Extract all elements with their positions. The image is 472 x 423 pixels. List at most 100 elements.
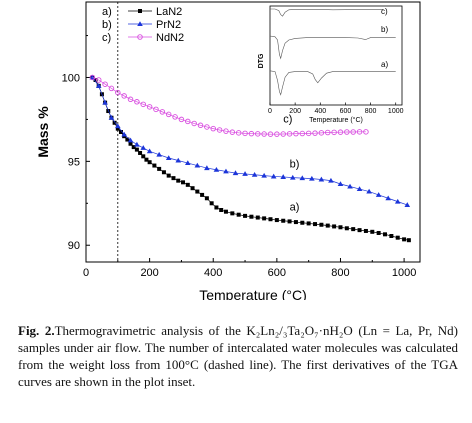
data-point-PrN2: [232, 170, 239, 176]
inset-curve-label: b): [381, 25, 388, 34]
data-point-LaN2: [357, 228, 362, 233]
data-point-LaN2: [249, 214, 254, 219]
data-point-LaN2: [161, 170, 166, 175]
inset-y-label: DTG: [258, 53, 265, 68]
data-point-LaN2: [300, 220, 305, 225]
data-point-LaN2: [138, 150, 143, 155]
data-point-LaN2: [287, 219, 292, 224]
data-point-LaN2: [319, 222, 324, 227]
data-point-PrN2: [108, 114, 115, 120]
series-layer: [89, 74, 411, 243]
inset-x-label: Temperature (°C): [309, 116, 363, 124]
data-point-NdN2: [197, 122, 204, 129]
data-point-LaN2: [236, 212, 241, 217]
data-point-LaN2: [144, 157, 149, 162]
data-point-PrN2: [251, 171, 258, 177]
data-point-LaN2: [171, 176, 176, 181]
data-point-NdN2: [115, 89, 121, 96]
data-point-NdN2: [153, 106, 159, 113]
data-point-PrN2: [270, 173, 277, 179]
data-point-PrN2: [102, 99, 108, 105]
data-point-NdN2: [121, 93, 127, 99]
data-point-PrN2: [165, 155, 172, 160]
data-point-PrN2: [140, 145, 147, 150]
data-point-LaN2: [370, 229, 375, 234]
data-point-LaN2: [190, 186, 195, 191]
data-point-LaN2: [376, 230, 381, 235]
data-point-NdN2: [337, 129, 344, 135]
data-point-LaN2: [147, 160, 152, 165]
x-tick-label: 600: [268, 267, 286, 279]
data-point-NdN2: [191, 120, 197, 127]
inset-x-ticks: 0 200 400 600 800 1000: [268, 102, 404, 115]
data-point-PrN2: [328, 177, 334, 183]
data-point-LaN2: [332, 224, 337, 229]
legend-marker: [138, 9, 142, 13]
inset-tick-label: 200: [289, 108, 301, 115]
data-point-LaN2: [128, 141, 133, 146]
data-point-LaN2: [351, 227, 356, 232]
data-point-LaN2: [115, 126, 120, 131]
data-point-PrN2: [156, 151, 162, 157]
data-point-LaN2: [125, 137, 130, 142]
data-point-LaN2: [402, 237, 407, 242]
data-point-PrN2: [134, 141, 140, 147]
inset-tick-label: 1000: [388, 108, 404, 115]
x-axis-label: Temperature (°C): [199, 287, 307, 300]
data-point-PrN2: [121, 131, 127, 137]
data-point-NdN2: [363, 129, 369, 135]
data-point-NdN2: [331, 129, 337, 136]
x-tick-label: 800: [331, 267, 349, 279]
data-point-LaN2: [243, 213, 248, 218]
inset-tick-label: 600: [340, 108, 352, 115]
data-point-LaN2: [268, 217, 273, 222]
data-point-LaN2: [185, 182, 190, 187]
legend-marker: [137, 21, 143, 26]
data-point-PrN2: [127, 137, 134, 143]
data-point-LaN2: [195, 189, 200, 194]
data-point-NdN2: [216, 127, 223, 133]
legend-entry: LaN2: [156, 6, 182, 18]
data-point-NdN2: [312, 130, 318, 136]
data-point-PrN2: [299, 175, 306, 181]
series-PrN2: [89, 74, 411, 207]
data-point-PrN2: [204, 165, 210, 171]
plot-frame: [85, 1, 421, 263]
data-point-LaN2: [262, 216, 267, 221]
caption-label: Fig. 2.: [18, 323, 55, 338]
y-axis-ticks: 90 95 100: [62, 35, 90, 252]
data-point-PrN2: [184, 160, 191, 166]
data-point-NdN2: [235, 130, 242, 136]
inset-curve-c): [270, 8, 384, 17]
data-point-LaN2: [406, 238, 411, 243]
curve-label-PrN2: b): [290, 159, 300, 171]
data-point-NdN2: [108, 85, 115, 92]
x-tick-label: 200: [140, 267, 158, 279]
data-point-NdN2: [95, 77, 102, 83]
data-point-NdN2: [318, 130, 325, 136]
data-point-PrN2: [356, 186, 363, 192]
data-point-NdN2: [305, 130, 312, 137]
dtg-inset: 0 200 400 600 800 1000 c) b) a) DTG Temperature…: [258, 5, 404, 124]
data-point-PrN2: [289, 174, 296, 180]
data-point-NdN2: [293, 130, 299, 137]
series-NdN2: [89, 74, 369, 137]
data-point-NdN2: [178, 116, 185, 123]
data-point-PrN2: [347, 183, 353, 189]
data-point-PrN2: [280, 174, 287, 179]
legend-marker: [137, 34, 143, 40]
data-point-PrN2: [385, 195, 391, 201]
data-point-NdN2: [356, 129, 363, 135]
legend-entry: NdN2: [156, 32, 184, 44]
data-point-NdN2: [223, 128, 229, 134]
y-axis-label: Mass %: [35, 106, 51, 158]
data-point-NdN2: [140, 101, 147, 108]
data-point-NdN2: [325, 129, 331, 136]
data-point-NdN2: [172, 114, 178, 120]
data-point-NdN2: [210, 125, 216, 132]
data-point-NdN2: [280, 131, 286, 137]
inset-frame: [269, 5, 403, 106]
data-point-LaN2: [325, 223, 330, 228]
data-point-NdN2: [204, 124, 210, 130]
